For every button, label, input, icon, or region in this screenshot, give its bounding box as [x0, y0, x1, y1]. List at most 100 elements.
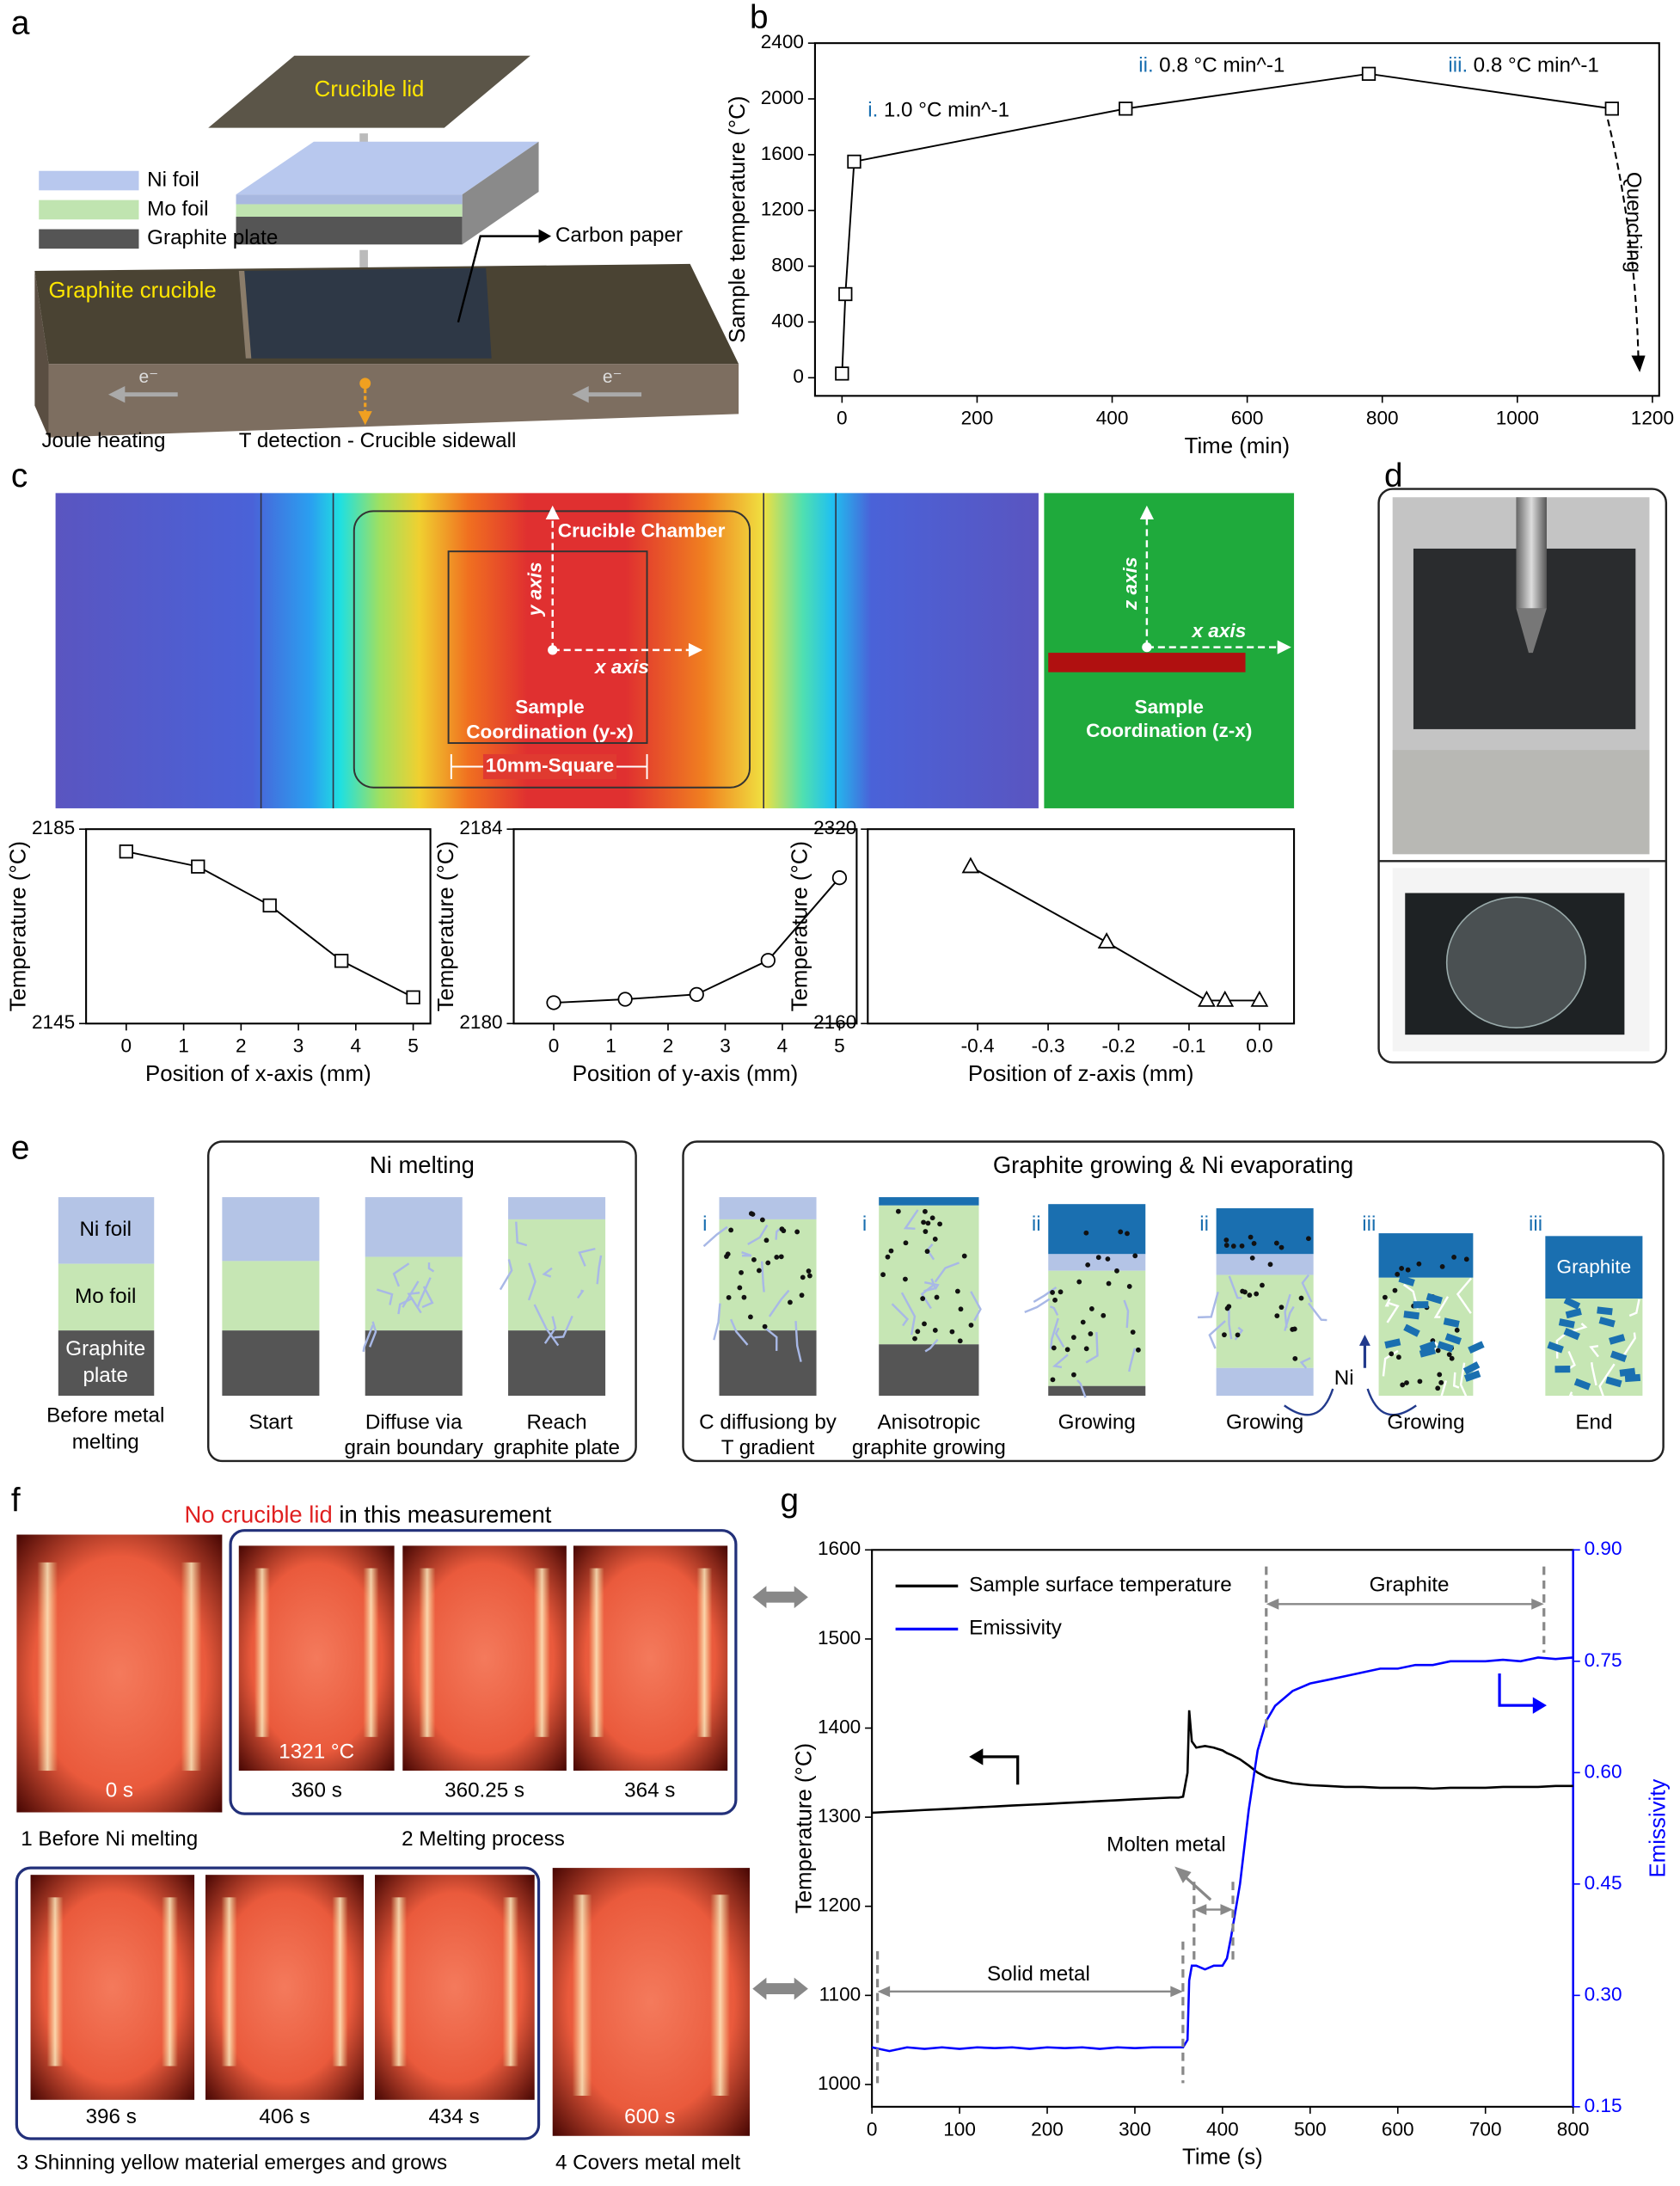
y-tick-label: 2000 — [761, 87, 804, 108]
carbon-atom — [726, 1294, 732, 1300]
glow — [390, 1897, 408, 2066]
marker — [689, 986, 704, 1002]
caption: Before metal — [46, 1404, 164, 1428]
carbon-atom — [1132, 1253, 1138, 1259]
x-tick-label: 200 — [1031, 2118, 1064, 2140]
x-tick-label: 1 — [178, 1035, 189, 1057]
carbon-atom — [1451, 1254, 1457, 1260]
y-tick-label: 1500 — [818, 1627, 861, 1649]
carbon-atom — [1306, 1236, 1311, 1242]
y-tick-label: 2160 — [813, 1011, 856, 1033]
grain-boundary — [1433, 1296, 1450, 1318]
y-tick-label: 1400 — [818, 1716, 861, 1737]
grain-boundary — [578, 1247, 596, 1267]
carbon-atom — [1278, 1305, 1285, 1311]
axis-pointer-head — [1532, 1697, 1547, 1714]
carbon-atom — [1446, 1352, 1452, 1358]
carbon-atom — [763, 1237, 769, 1243]
carbon-atom — [1085, 1262, 1091, 1268]
carbon-atom — [737, 1285, 743, 1291]
carbon-atom — [1463, 1256, 1469, 1262]
carbon-atom — [1118, 1229, 1124, 1235]
grain-boundary — [377, 1288, 394, 1305]
group-box — [15, 1866, 541, 2140]
marker — [838, 286, 853, 302]
layer — [222, 1197, 320, 1262]
stack-ni — [58, 1197, 155, 1264]
mo-foil-side — [236, 204, 463, 218]
carbon-atom — [748, 1314, 753, 1320]
data-line — [970, 866, 1260, 1002]
graphite-flake — [1598, 1317, 1616, 1328]
carbon-atom — [925, 1220, 931, 1226]
carbon-atom — [788, 1299, 793, 1305]
glow — [254, 1568, 270, 1737]
sample-label: Sample — [515, 697, 584, 718]
sample-square — [447, 550, 648, 745]
carbon-atom — [1076, 1279, 1082, 1285]
carbon-atom — [1435, 1385, 1441, 1391]
glow — [533, 1568, 550, 1737]
frame-time: 434 s — [428, 2105, 479, 2128]
photo-frame — [1377, 488, 1668, 1064]
grain-boundary — [713, 1303, 721, 1341]
carbon-atom — [794, 1229, 800, 1235]
layer — [879, 1197, 979, 1206]
y-tick-label: 1100 — [819, 1983, 861, 2005]
graphite-flake — [1444, 1333, 1462, 1345]
legend-label: Sample surface temperature — [969, 1574, 1232, 1597]
x-tick-label: 0.0 — [1246, 1035, 1272, 1057]
marker — [546, 995, 561, 1010]
pointer-head — [1174, 1866, 1192, 1883]
carbon-atom — [885, 1254, 891, 1260]
marker — [617, 992, 633, 1007]
rate-text: 0.8 °C min^-1 — [1159, 54, 1285, 77]
f-title-red: No crucible lid — [184, 1501, 332, 1528]
axis-head — [1277, 640, 1291, 654]
step-caption: graphite plate — [494, 1436, 620, 1459]
grain-boundary — [729, 1318, 749, 1346]
x-tick-label: 2 — [236, 1035, 247, 1057]
stage-marker: iii. — [1448, 54, 1468, 77]
plot-frame — [85, 828, 432, 1025]
carbon-atom — [759, 1217, 765, 1223]
carbon-atom — [1389, 1351, 1395, 1357]
layer — [1216, 1254, 1314, 1275]
carbon-atom — [1106, 1280, 1112, 1286]
frame-time: 364 s — [624, 1779, 675, 1802]
layer — [719, 1330, 817, 1397]
y-tick-label: 2185 — [32, 817, 75, 838]
graphite-flake — [1609, 1334, 1626, 1345]
probe — [1516, 497, 1547, 609]
x-tick-label: -0.1 — [1172, 1035, 1205, 1057]
carbon-atom — [1051, 1345, 1057, 1351]
carbon-atom — [1064, 1347, 1070, 1353]
group-box — [207, 1140, 637, 1463]
group-box — [682, 1140, 1665, 1463]
legend-swatch — [39, 229, 139, 249]
pointer — [457, 235, 539, 323]
ni-foil-side — [236, 194, 463, 205]
marker — [1119, 101, 1133, 116]
plot-frame — [813, 42, 1660, 397]
x-tick-label: 200 — [961, 408, 994, 429]
carbon-atom — [1399, 1266, 1405, 1271]
grain-boundary — [1456, 1277, 1472, 1314]
x-tick-label: -0.4 — [961, 1035, 995, 1057]
stage-marker: ii. — [1138, 54, 1153, 77]
graphite-flake — [1398, 1274, 1415, 1286]
carbon-atom — [903, 1276, 908, 1282]
sample-label: Sample — [1135, 697, 1204, 718]
carbon-atom — [1088, 1331, 1094, 1336]
legend-label: Graphite plate — [147, 226, 278, 249]
carbon-atom — [1274, 1313, 1280, 1319]
y-tick-label: 1000 — [818, 2072, 861, 2094]
graphite-plate-side — [236, 217, 463, 245]
probe-tip — [1516, 608, 1547, 654]
x-tick-label: 600 — [1382, 2118, 1414, 2140]
y-tick-label: 1600 — [818, 1538, 861, 1559]
x-tick-label: 4 — [351, 1035, 362, 1057]
carbon-atom — [1080, 1319, 1086, 1325]
carbon-atom — [957, 1338, 963, 1344]
